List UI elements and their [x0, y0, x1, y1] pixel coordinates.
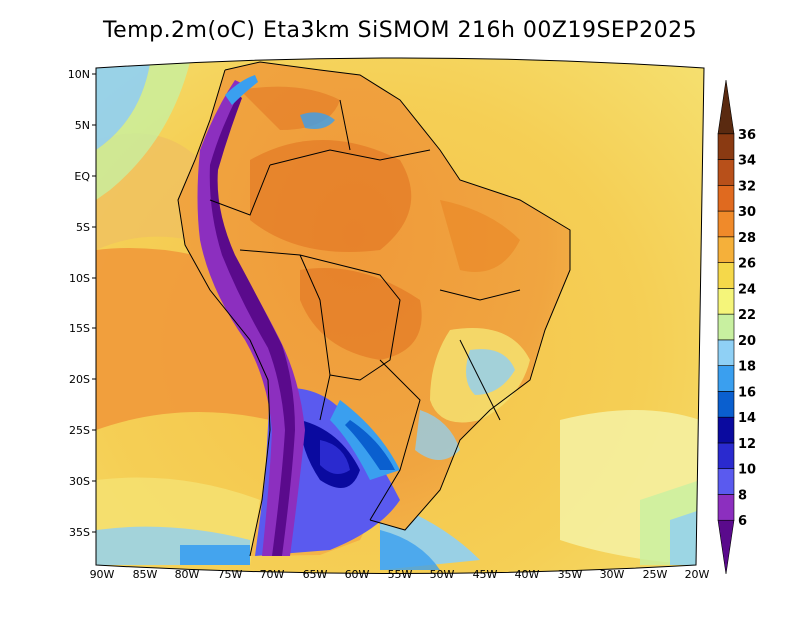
colorbar-swatch: [717, 416, 735, 444]
colorbar-swatch: [717, 236, 735, 263]
colorbar-swatch: [717, 468, 735, 495]
colorbar-label: 16: [738, 385, 756, 400]
lon-label: 30W: [600, 568, 625, 581]
lat-label: 5N: [75, 119, 90, 132]
lon-label: 45W: [473, 568, 498, 581]
lat-label: 5S: [76, 221, 90, 234]
colorbar-label: 26: [738, 257, 756, 272]
colorbar-label: 28: [738, 231, 756, 246]
lon-label: 65W: [303, 568, 328, 581]
colorbar-label: 34: [738, 154, 756, 169]
colorbar: 6 8 10 12 14 16 18 20 22 24 26 28 30 32 34 36: [717, 79, 756, 575]
colorbar-swatch: [717, 519, 735, 575]
colorbar-label: 36: [738, 128, 756, 143]
temperature-field: [96, 58, 704, 574]
lat-label: 15S: [69, 322, 90, 335]
colorbar-label: 30: [738, 205, 756, 220]
country-borders: [177, 61, 571, 557]
colorbar-swatch: [717, 339, 735, 366]
lon-label: 25W: [643, 568, 668, 581]
lon-label: 20W: [685, 568, 710, 581]
map-frame: [95, 57, 705, 574]
colorbar-swatch: [717, 79, 735, 135]
colorbar-swatch: [717, 184, 735, 212]
colorbar-swatch: [717, 365, 735, 392]
lat-label: 10S: [69, 272, 90, 285]
colorbar-label: 14: [738, 411, 756, 426]
colorbar-label: 24: [738, 282, 756, 297]
lat-label: 20S: [69, 373, 90, 386]
map-title: Temp.2m(oC) Eta3km SiSMOM 216h 00Z19SEP2…: [102, 18, 698, 43]
lon-label: 60W: [345, 568, 370, 581]
colorbar-label: 18: [738, 360, 756, 375]
lat-label: 30S: [69, 475, 90, 488]
colorbar-swatch: [717, 133, 735, 160]
colorbar-swatch: [717, 494, 735, 521]
colorbar-swatch: [717, 262, 735, 289]
lon-label: 75W: [218, 568, 243, 581]
latitude-axis: 10N 5N EQ 5S 10S 15S 20S 25S 30S 35S: [68, 68, 96, 539]
colorbar-swatch: [717, 159, 735, 186]
lat-label: 10N: [68, 68, 90, 81]
colorbar-swatch: [717, 442, 735, 470]
colorbar-label: 20: [738, 334, 756, 349]
colorbar-label: 22: [738, 308, 756, 323]
colorbar-label: 32: [738, 179, 756, 194]
colorbar-swatch: [717, 288, 735, 315]
colorbar-swatch: [717, 313, 735, 341]
lon-label: 35W: [558, 568, 583, 581]
colorbar-swatch: [717, 391, 735, 418]
lat-label: EQ: [74, 170, 90, 183]
lon-label: 55W: [388, 568, 413, 581]
colorbar-label: 10: [738, 463, 756, 478]
colorbar-label: 12: [738, 437, 756, 452]
lon-label: 40W: [515, 568, 540, 581]
lon-label: 85W: [133, 568, 158, 581]
lon-label: 70W: [260, 568, 285, 581]
lat-label: 35S: [69, 526, 90, 539]
lat-label: 25S: [69, 424, 90, 437]
lon-label: 80W: [175, 568, 200, 581]
colorbar-label: 8: [738, 488, 747, 503]
longitude-axis: 90W 85W 80W 75W 70W 65W 60W 55W 50W 45W …: [90, 568, 710, 581]
lon-label: 50W: [430, 568, 455, 581]
lon-label: 90W: [90, 568, 115, 581]
colorbar-label: 6: [738, 514, 747, 529]
colorbar-swatch: [717, 210, 735, 238]
